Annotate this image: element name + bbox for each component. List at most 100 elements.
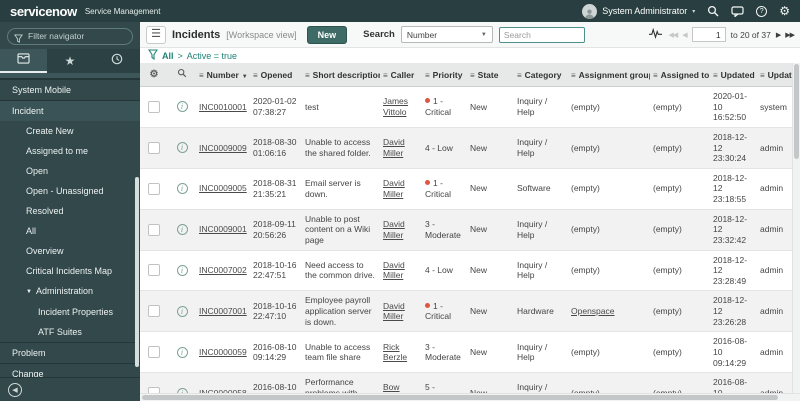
caller-link[interactable]: David Miller <box>383 178 405 199</box>
sidebar-item-change[interactable]: Change <box>0 362 140 377</box>
row-checkbox[interactable] <box>148 387 160 393</box>
sidebar-item-critical-incidents-map[interactable]: Critical Incidents Map <box>0 261 140 281</box>
search-column-select[interactable]: Number ▼ <box>400 26 493 43</box>
new-button[interactable]: New <box>306 25 348 44</box>
menu-item-partial[interactable] <box>0 72 140 79</box>
sidebar-item-open-unassigned[interactable]: Open - Unassigned <box>0 181 140 201</box>
column-menu-icon[interactable]: ≡ <box>305 70 310 80</box>
column-header-category[interactable]: ≡ Category <box>514 63 568 87</box>
vertical-scrollbar-thumb[interactable] <box>794 64 799 159</box>
gear-icon[interactable]: ⚙ <box>779 4 790 18</box>
sidebar-item-all[interactable]: All <box>0 221 140 241</box>
column-header-opened[interactable]: ≡ Opened <box>250 63 302 87</box>
global-search-icon[interactable] <box>707 5 719 17</box>
prev-page-button[interactable]: ◀ <box>682 31 687 39</box>
list-search-icon[interactable] <box>177 68 187 81</box>
list-gear-icon[interactable]: ⚙ <box>149 69 159 80</box>
activity-pulse-icon[interactable] <box>648 26 663 44</box>
sidebar-item-incident[interactable]: Incident <box>0 99 140 121</box>
breadcrumb-all-link[interactable]: All <box>162 50 174 61</box>
incident-number-link[interactable]: INC0007002 <box>199 265 247 276</box>
first-page-button[interactable]: ◀◀ <box>668 31 678 39</box>
sidebar-item-system-mobile[interactable]: System Mobile <box>0 78 140 100</box>
caller-link[interactable]: David Miller <box>383 137 405 158</box>
horizontal-scrollbar[interactable] <box>140 393 800 401</box>
column-menu-icon[interactable]: ≡ <box>253 70 258 80</box>
caller-link[interactable]: David Miller <box>383 259 405 281</box>
info-icon[interactable]: i <box>176 387 188 393</box>
next-page-button[interactable]: ▶ <box>775 31 781 39</box>
caller-link[interactable]: David Miller <box>383 218 405 240</box>
incident-number-link[interactable]: INC0009009 <box>199 142 247 153</box>
caller-link[interactable]: James Vittolo <box>383 96 409 117</box>
incident-number-link[interactable]: INC0009005 <box>199 183 247 194</box>
list-search-input[interactable] <box>498 26 585 43</box>
column-header-caller[interactable]: ≡ Caller <box>380 63 422 87</box>
column-menu-icon[interactable]: ≡ <box>383 70 388 80</box>
row-checkbox[interactable] <box>148 346 160 359</box>
column-header-updat[interactable]: ≡ Updat <box>757 63 792 87</box>
row-checkbox[interactable] <box>148 305 160 318</box>
user-menu[interactable]: System Administrator ▾ <box>582 3 695 19</box>
sidebar-item-open[interactable]: Open <box>0 161 140 181</box>
column-header-short-description[interactable]: ≡ Short description <box>302 63 380 87</box>
column-menu-icon[interactable]: ≡ <box>760 70 765 80</box>
info-icon[interactable]: i <box>176 142 188 154</box>
info-icon[interactable]: i <box>176 183 188 195</box>
tab-all-applications[interactable] <box>0 48 47 73</box>
column-menu-icon[interactable]: ≡ <box>425 70 430 80</box>
column-menu-icon[interactable]: ≡ <box>517 70 522 80</box>
info-icon[interactable]: i <box>176 224 188 236</box>
sidebar-scrollbar[interactable] <box>135 176 139 367</box>
sidebar-item-create-new[interactable]: Create New <box>0 121 140 141</box>
column-header-assigned-to[interactable]: ≡ Assigned to <box>650 63 710 87</box>
column-menu-icon[interactable]: ≡ <box>470 70 475 80</box>
chat-icon[interactable] <box>731 5 744 17</box>
tab-favorites[interactable]: ★ <box>47 49 94 73</box>
row-checkbox[interactable] <box>148 100 160 113</box>
incident-number-link[interactable]: INC0007001 <box>199 306 247 316</box>
column-header-priority[interactable]: ≡ Priority <box>422 63 467 87</box>
caller-link[interactable]: Bow Ruggeri <box>383 382 400 393</box>
column-menu-icon[interactable]: ≡ <box>199 70 204 80</box>
column-menu-icon[interactable]: ≡ <box>571 70 576 80</box>
sidebar-item-assigned-to-me[interactable]: Assigned to me <box>0 141 140 161</box>
row-checkbox[interactable] <box>148 264 160 277</box>
row-checkbox[interactable] <box>148 141 160 154</box>
info-icon[interactable]: i <box>176 101 188 113</box>
assignment-group-link[interactable]: Openspace <box>571 306 615 316</box>
row-checkbox[interactable] <box>148 223 160 236</box>
horizontal-scrollbar-thumb[interactable] <box>142 395 778 400</box>
collapse-sidebar-button[interactable]: ◀ <box>8 382 22 397</box>
sidebar-item-incident-properties[interactable]: Incident Properties <box>0 302 140 322</box>
list-context-menu-button[interactable]: ☰ <box>146 25 166 44</box>
breadcrumb-condition-link[interactable]: Active = true <box>186 50 238 61</box>
page-number-input[interactable] <box>691 27 726 42</box>
column-header-state[interactable]: ≡ State <box>467 63 514 87</box>
sidebar-item-atf-suites[interactable]: ATF Suites <box>0 322 140 342</box>
breadcrumb-funnel-icon[interactable] <box>147 47 159 65</box>
tab-history[interactable] <box>93 49 140 73</box>
column-header-assignment-group[interactable]: ≡ Assignment group <box>568 63 650 87</box>
incident-number-link[interactable]: INC0000058 <box>199 387 247 393</box>
column-header-number[interactable]: ≡ Number ▼ <box>196 63 250 87</box>
incident-number-link[interactable]: INC0000059 <box>199 346 247 357</box>
caller-link[interactable]: David Miller <box>383 300 405 322</box>
vertical-scrollbar[interactable] <box>792 63 800 393</box>
column-header-updated[interactable]: ≡ Updated <box>710 63 757 87</box>
column-menu-icon[interactable]: ≡ <box>713 70 718 80</box>
sidebar-item-problem[interactable]: Problem <box>0 341 140 363</box>
row-checkbox[interactable] <box>148 182 160 195</box>
info-icon[interactable]: i <box>176 264 188 276</box>
column-menu-icon[interactable]: ≡ <box>653 70 658 80</box>
info-icon[interactable]: i <box>176 346 188 358</box>
incident-number-link[interactable]: INC0009001 <box>199 224 247 235</box>
sidebar-item-resolved[interactable]: Resolved <box>0 201 140 221</box>
sidebar-item-overview[interactable]: Overview <box>0 241 140 261</box>
incident-number-link[interactable]: INC0010001 <box>199 101 247 112</box>
sidebar-item-administration[interactable]: ▼ Administration <box>0 281 140 302</box>
caller-link[interactable]: Rick Berzle <box>383 341 408 363</box>
filter-navigator-input[interactable] <box>7 27 133 45</box>
last-page-button[interactable]: ▶▶ <box>785 31 795 39</box>
info-icon[interactable]: i <box>176 305 188 317</box>
